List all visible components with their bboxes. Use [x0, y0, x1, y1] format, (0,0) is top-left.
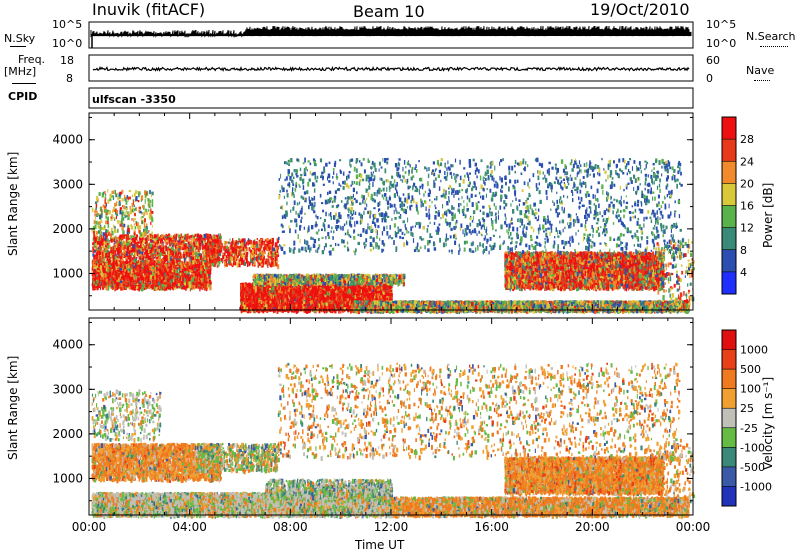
colorbar-tick-label: 16	[740, 200, 754, 213]
colorbar-segment	[722, 350, 736, 370]
ytick-label: 2000	[52, 427, 83, 441]
colorbar-tick-label: 4	[740, 266, 747, 279]
colorbar-segment	[722, 183, 736, 205]
ytick-label: 3000	[52, 382, 83, 396]
xlabel: Time UT	[355, 538, 404, 552]
colorbar-tick-label: 100	[740, 383, 761, 396]
power-cbar-label: Power [dB]	[761, 183, 775, 248]
colorbar-segment	[722, 272, 736, 294]
ytick-label: 4000	[52, 338, 83, 352]
xtick-label: 04:00	[172, 520, 207, 534]
ytick-label: 4000	[52, 133, 83, 147]
colorbar-segment	[722, 389, 736, 409]
power-colorbar: 4 8 12 16 20 24 28	[722, 117, 754, 294]
colorbar-segment	[722, 447, 736, 467]
colorbar-tick-label: -1000	[740, 480, 772, 493]
ytick-label: 1000	[52, 266, 83, 280]
power-heatmap	[92, 158, 695, 315]
colorbar-tick-label: 25	[740, 402, 754, 415]
colorbar-tick-label: 500	[740, 363, 761, 376]
colorbar-tick-label: 1000	[740, 344, 768, 357]
velocity-heatmap	[92, 363, 696, 519]
colorbar-segment	[722, 369, 736, 389]
colorbar-tick-label: 12	[740, 222, 754, 235]
velocity-ylabel: Slant Range [km]	[6, 356, 20, 460]
xtick-label: 12:00	[374, 520, 409, 534]
nsky-trace	[91, 26, 691, 48]
xtick-label: 16:00	[474, 520, 509, 534]
colorbar-segment	[722, 467, 736, 487]
colorbar-segment	[722, 486, 736, 506]
colorbar-segment	[722, 330, 736, 350]
colorbar-segment	[722, 139, 736, 161]
colorbar-tick-label: 8	[740, 244, 747, 257]
freq-trace	[93, 68, 689, 71]
colorbar-tick-label: 20	[740, 177, 754, 190]
ytick-label: 2000	[52, 222, 83, 236]
colorbar-segment	[722, 408, 736, 428]
colorbar-tick-label: 28	[740, 133, 754, 146]
cpid-panel-frame	[89, 88, 693, 108]
xtick-label: 00:00	[72, 520, 107, 534]
colorbar-tick-label: 24	[740, 155, 754, 168]
velocity-cbar-label: Velocity [m s⁻¹]	[761, 377, 775, 470]
ytick-label: 3000	[52, 177, 83, 191]
colorbar-segment	[722, 117, 736, 139]
xtick-label: 00:00	[676, 520, 711, 534]
xtick-label: 20:00	[575, 520, 610, 534]
colorbar-segment	[722, 206, 736, 228]
xtick-label: 08:00	[273, 520, 308, 534]
colorbar-tick-label: -25	[740, 422, 758, 435]
colorbar-segment	[722, 228, 736, 250]
ytick-label: 1000	[52, 471, 83, 485]
colorbar-segment	[722, 428, 736, 448]
colorbar-segment	[722, 161, 736, 183]
colorbar-segment	[722, 250, 736, 272]
power-ylabel: Slant Range [km]	[6, 152, 20, 256]
